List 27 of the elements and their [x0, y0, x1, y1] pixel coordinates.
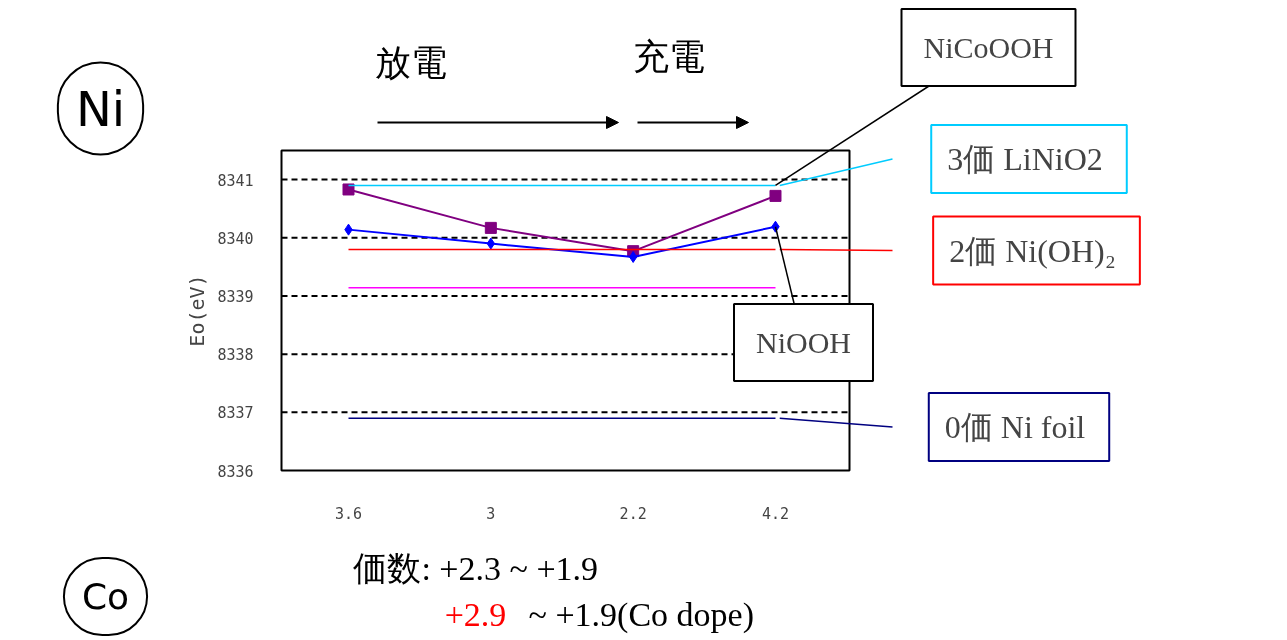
- text: +2.9: [444, 595, 507, 633]
- y-tick-label: 8337: [217, 404, 254, 423]
- point: [484, 221, 497, 234]
- point: [342, 183, 355, 196]
- y-tick-label: 8340: [217, 229, 254, 248]
- text: Ni: [75, 80, 126, 137]
- text: 放電: [374, 42, 447, 83]
- annotation: NiCoOOH: [923, 31, 1054, 64]
- x-tick-label: 4.2: [761, 504, 790, 523]
- annotation: NiOOH: [756, 326, 851, 359]
- x-tick-label: 3: [486, 504, 496, 523]
- y-tick-label: 8339: [217, 287, 254, 306]
- legend-label: 0価 Ni foil: [944, 409, 1086, 445]
- text: 価数: +2.3 ~ +1.9: [353, 550, 599, 587]
- text: ~ +1.9(Co dope): [528, 596, 754, 634]
- y-tick-label: 8338: [217, 346, 254, 365]
- x-tick-label: 3.6: [334, 504, 363, 523]
- y-tick-label: 8341: [217, 171, 254, 190]
- text: Co: [81, 576, 130, 617]
- point: [628, 250, 638, 263]
- point: [769, 189, 782, 202]
- text: 充電: [632, 36, 705, 77]
- legend-label: 2価 Ni(OH)₂: [949, 232, 1116, 269]
- legend-label: 3価 LiNiO2: [947, 141, 1103, 177]
- x-tick-label: 2.2: [619, 504, 647, 523]
- y-tick-label: 8336: [217, 462, 254, 481]
- y-axis-title: Eo(eV): [185, 274, 210, 347]
